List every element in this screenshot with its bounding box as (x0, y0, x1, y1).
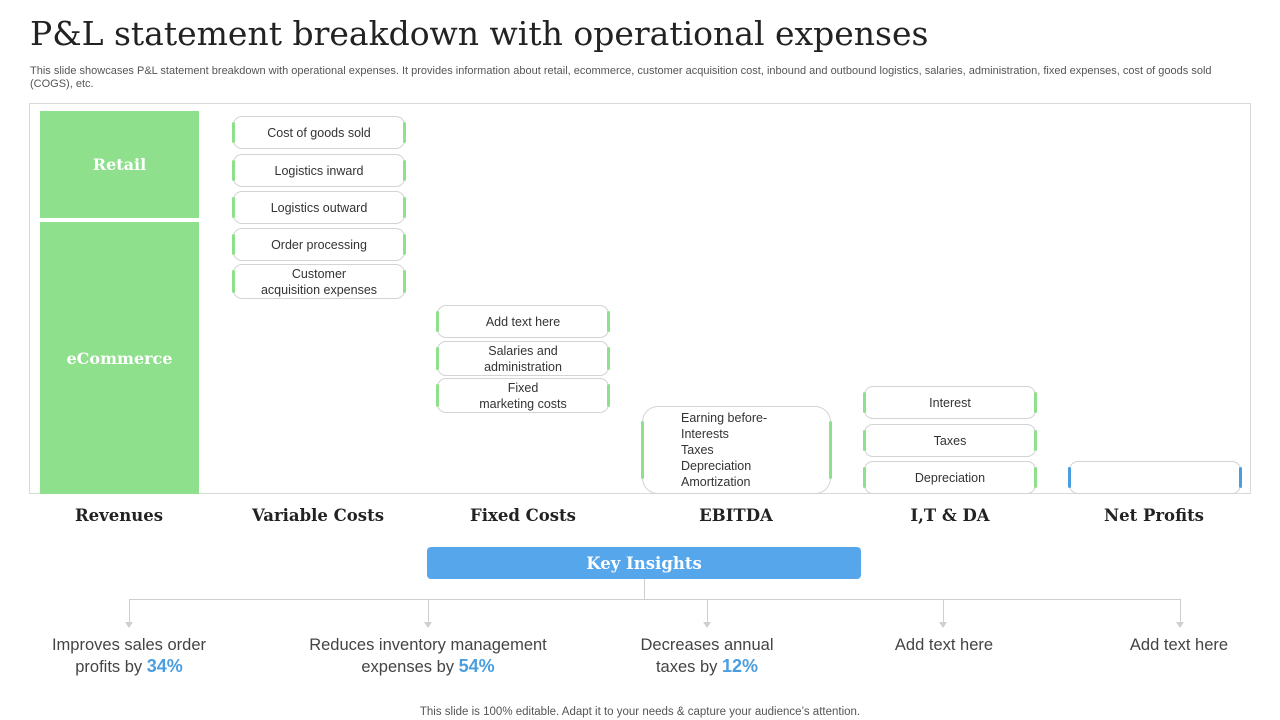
arrow-down-icon (939, 599, 947, 628)
column-revenues: Revenues (74, 506, 164, 525)
column-variable-costs: Variable Costs (251, 506, 385, 525)
itda-item: Depreciation (863, 461, 1037, 494)
key-insights-bar: Key Insights (427, 547, 861, 579)
insight-value: 54% (458, 656, 495, 676)
revenue-ecommerce: eCommerce (40, 222, 199, 494)
footer-note: This slide is 100% editable. Adapt it to… (419, 706, 861, 718)
variable-cost-item: Logistics inward (232, 154, 406, 187)
itda-item: Interest (863, 386, 1037, 419)
insight-text: Decreases annual taxes by (640, 636, 774, 676)
column-fixed-costs: Fixed Costs (470, 506, 576, 525)
insight-value: 12% (722, 656, 759, 676)
column-ebitda: EBITDA (699, 506, 773, 525)
insight-item: Add text here (1059, 635, 1280, 656)
insight-text: Add text here (1129, 636, 1229, 654)
page-subtitle: This slide showcases P&L statement break… (30, 65, 1212, 90)
itda-item: Taxes (863, 424, 1037, 457)
insight-value: 34% (146, 656, 183, 676)
column-net-profits: Net Profits (1104, 506, 1204, 525)
insight-text: Reduces inventory management expenses by (309, 636, 547, 676)
arrow-down-icon (125, 599, 133, 628)
variable-cost-item: Order processing (232, 228, 406, 261)
fixed-cost-item: Add text here (436, 305, 610, 338)
fixed-cost-item: Salaries and administration (436, 341, 610, 376)
breakdown-panel (29, 103, 1251, 494)
page-title: P&L statement breakdown with operational… (30, 14, 929, 53)
insight-text: Add text here (894, 636, 994, 654)
revenue-retail: Retail (40, 111, 199, 218)
insight-text: Improves sales order profits by (51, 636, 207, 676)
fixed-cost-item: Fixed marketing costs (436, 378, 610, 413)
connector-line (129, 599, 1181, 600)
connector-line (644, 579, 645, 599)
variable-cost-item: Cost of goods sold (232, 116, 406, 149)
arrow-down-icon (1176, 599, 1184, 628)
variable-cost-item: Customer acquisition expenses (232, 264, 406, 299)
arrow-down-icon (703, 599, 711, 628)
variable-cost-item: Logistics outward (232, 191, 406, 224)
insight-item: Reduces inventory management expenses by… (298, 635, 558, 678)
arrow-down-icon (424, 599, 432, 628)
net-profits-box (1068, 461, 1242, 494)
insight-item: Add text here (824, 635, 1064, 656)
insight-item: Decreases annual taxes by 12% (587, 635, 827, 678)
column-itda: I,T & DA (910, 506, 990, 525)
ebitda-box: Earning before- Interests Taxes Deprecia… (641, 406, 832, 494)
insight-item: Improves sales order profits by 34% (9, 635, 249, 678)
